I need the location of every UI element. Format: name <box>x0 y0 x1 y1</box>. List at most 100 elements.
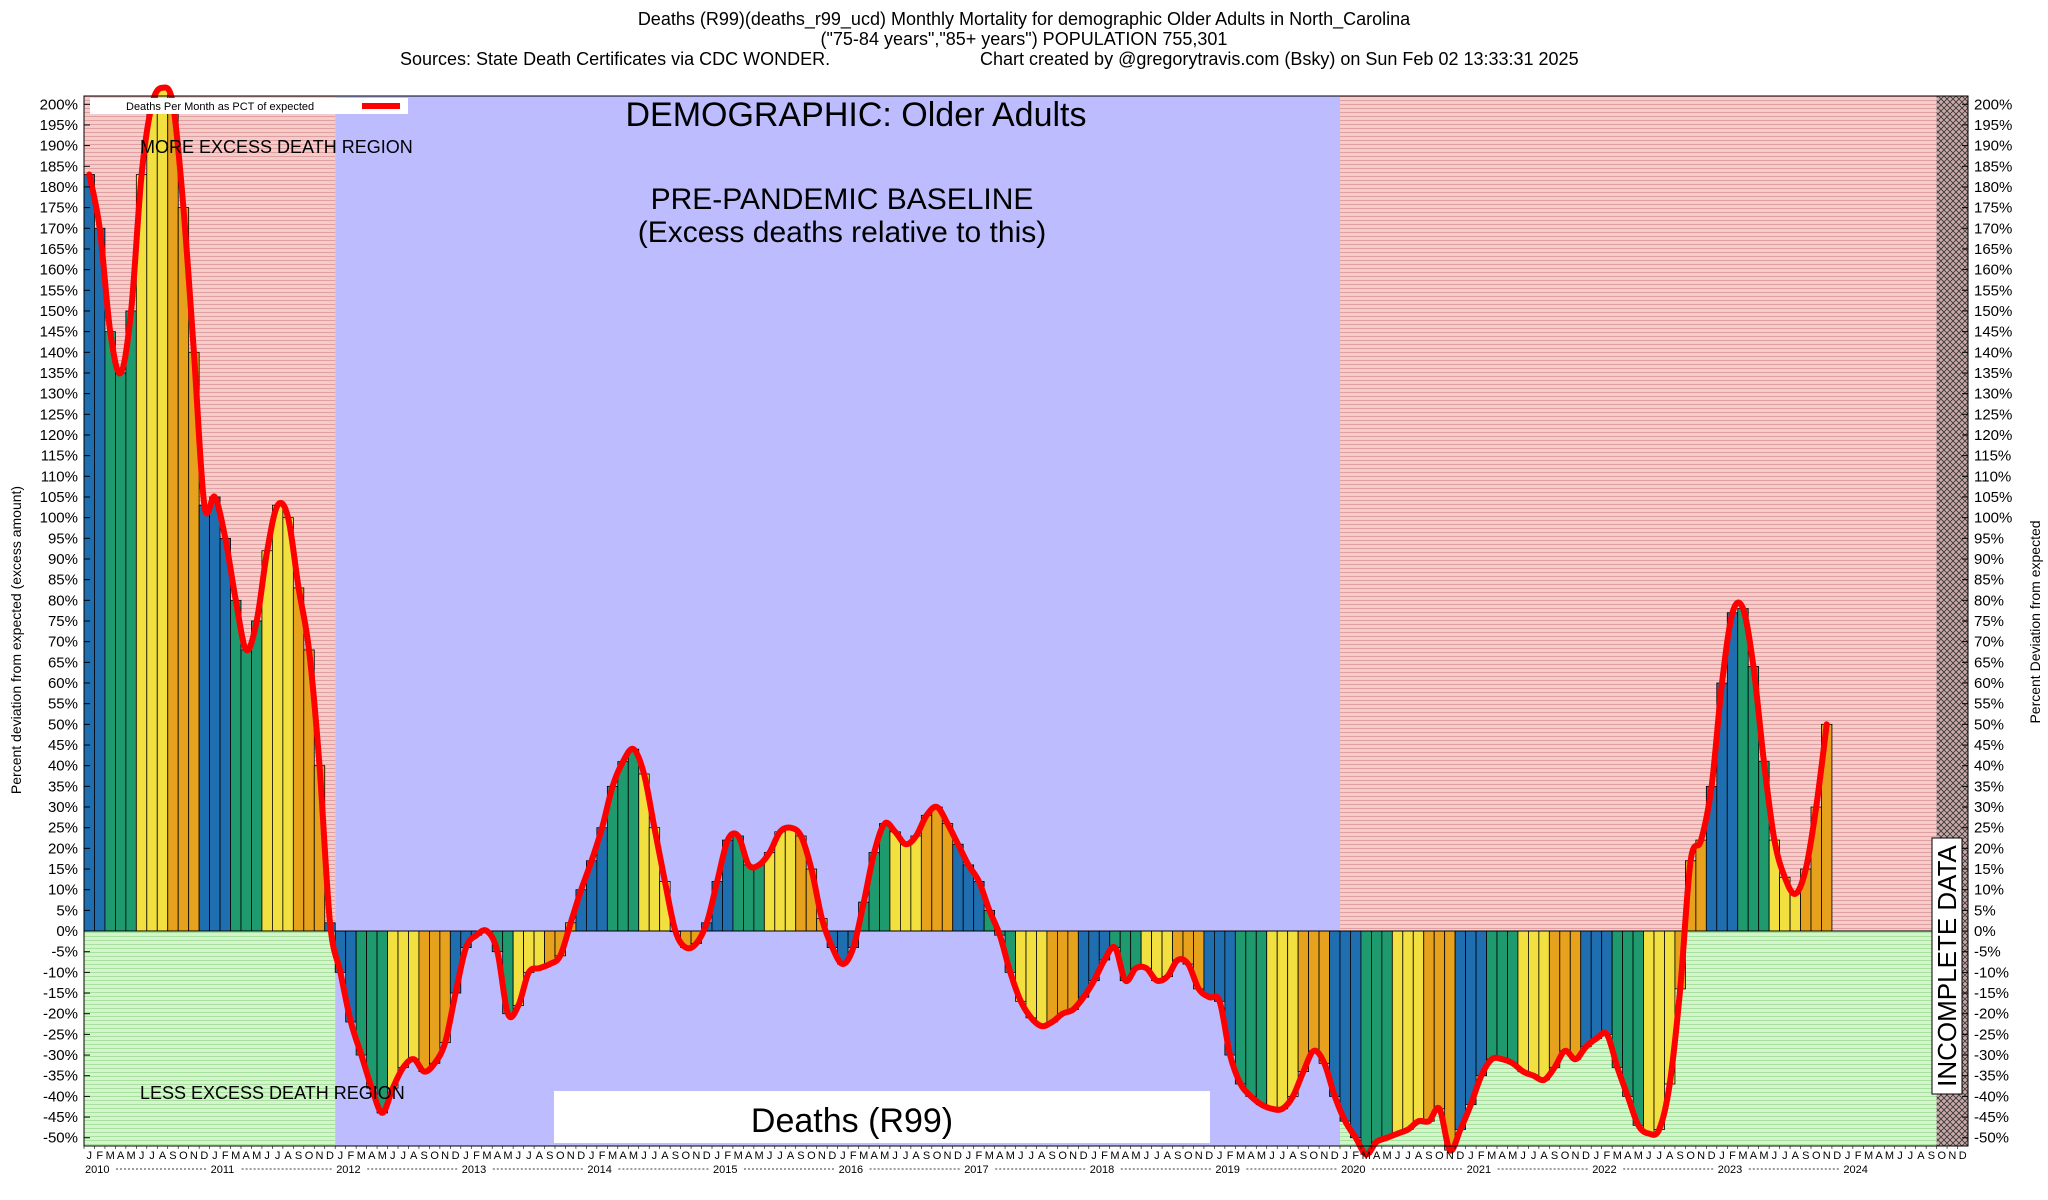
y-tick-label-left: 195% <box>40 117 78 134</box>
y-tick-label-right: 105% <box>1974 489 2012 506</box>
y-tick-label-left: 75% <box>48 613 78 630</box>
y-tick-label-right: 95% <box>1974 530 2004 547</box>
x-month-label: F <box>976 1150 983 1162</box>
x-month-label: M <box>482 1150 491 1162</box>
x-month-label: A <box>1875 1150 1883 1162</box>
x-month-label: D <box>1959 1150 1967 1162</box>
x-month-label: S <box>1551 1150 1558 1162</box>
y-tick-label-right: -45% <box>1974 1109 2009 1126</box>
x-month-label: D <box>452 1150 460 1162</box>
bar-2012-07 <box>397 930 409 1068</box>
cause-label-box <box>554 1091 1210 1143</box>
bar-2019-12 <box>1329 930 1341 1097</box>
x-month-label: M <box>629 1150 638 1162</box>
y-tick-label-left: 10% <box>48 882 78 899</box>
bar-2010-12 <box>198 504 210 932</box>
bar-2018-12 <box>1203 930 1215 998</box>
x-month-label: N <box>944 1150 952 1162</box>
x-month-label: J <box>1897 1150 1903 1162</box>
x-month-label: J <box>1217 1150 1223 1162</box>
x-month-label: S <box>1048 1150 1055 1162</box>
y-tick-label-left: 155% <box>40 282 78 299</box>
x-year-label-2010: 2010 <box>85 1164 109 1176</box>
x-month-label: A <box>1122 1150 1130 1162</box>
y-tick-label-right: 50% <box>1974 716 2004 733</box>
cause-label: Deaths (R99) <box>751 1102 953 1140</box>
x-month-label: J <box>400 1150 406 1162</box>
y-tick-label-left: 180% <box>40 179 78 196</box>
x-month-label: S <box>1300 1150 1307 1162</box>
x-month-label: J <box>840 1150 846 1162</box>
y-tick-label-right: 40% <box>1974 758 2004 775</box>
y-tick-label-left: 175% <box>40 200 78 217</box>
x-month-label: M <box>1864 1150 1873 1162</box>
x-month-label: O <box>179 1150 188 1162</box>
x-month-label: N <box>1697 1150 1705 1162</box>
x-month-label: A <box>284 1150 292 1162</box>
demographic-label: DEMOGRAPHIC: Older Adults <box>625 96 1086 134</box>
y-tick-label-left: 130% <box>40 386 78 403</box>
x-month-label: F <box>1227 1150 1234 1162</box>
x-month-label: D <box>577 1150 585 1162</box>
x-month-label: F <box>1478 1150 1485 1162</box>
x-year-label-2019: 2019 <box>1215 1164 1239 1176</box>
y-tick-label-left: 35% <box>48 778 78 795</box>
bar-2019-08 <box>1287 930 1299 1097</box>
y-tick-label-left: 85% <box>48 572 78 589</box>
y-tick-label-left: 165% <box>40 241 78 258</box>
x-year-label-2020: 2020 <box>1341 1164 1365 1176</box>
bar-2015-08 <box>784 827 797 932</box>
bar-2012-08 <box>408 930 420 1060</box>
y-tick-label-left: -45% <box>43 1109 78 1126</box>
x-month-label: F <box>1352 1150 1359 1162</box>
bar-2017-09 <box>1046 930 1058 1023</box>
x-month-label: J <box>892 1150 898 1162</box>
x-month-label: J <box>1908 1150 1914 1162</box>
bar-2010-07 <box>146 103 158 932</box>
y-tick-label-right: 55% <box>1974 696 2004 713</box>
bar-2013-08 <box>533 930 545 969</box>
y-tick-label-right: 175% <box>1974 200 2012 217</box>
bar-2014-04 <box>617 761 629 932</box>
x-month-label: D <box>1582 1150 1590 1162</box>
x-month-label: M <box>1613 1150 1622 1162</box>
x-month-label: A <box>996 1150 1004 1162</box>
y-tick-label-left: 115% <box>41 448 78 465</box>
y-tick-label-right: 20% <box>1974 840 2004 857</box>
x-month-label: F <box>850 1150 857 1162</box>
y-tick-label-left: 110% <box>41 468 78 485</box>
bar-2020-11 <box>1444 930 1456 1151</box>
y-tick-label-right: 35% <box>1974 778 2004 795</box>
bar-2011-06 <box>261 550 273 932</box>
bar-2020-08 <box>1412 930 1425 1122</box>
bar-2010-06 <box>135 174 148 932</box>
x-month-label: M <box>755 1150 764 1162</box>
x-month-label: J <box>338 1150 344 1162</box>
y-tick-label-left: -40% <box>43 1088 78 1105</box>
x-month-label: N <box>1572 1150 1580 1162</box>
x-month-label: M <box>1131 1150 1140 1162</box>
x-month-label: F <box>473 1150 480 1162</box>
y-tick-label-right: 160% <box>1974 262 2012 279</box>
x-year-label-2014: 2014 <box>587 1164 611 1176</box>
y-tick-label-right: 5% <box>1974 902 1996 919</box>
x-month-label: O <box>1812 1150 1821 1162</box>
bar-2020-09 <box>1423 930 1435 1122</box>
y-tick-label-left: 65% <box>48 654 78 671</box>
y-tick-label-left: -25% <box>43 1026 78 1043</box>
bar-2021-10 <box>1559 930 1571 1052</box>
y-tick-label-right: -35% <box>1974 1068 2009 1085</box>
bar-2010-09 <box>167 103 179 932</box>
trend-line-group <box>86 84 1830 1158</box>
bar-2010-02 <box>94 227 106 932</box>
bar-2016-11 <box>941 823 954 932</box>
x-month-label: J <box>1018 1150 1024 1162</box>
x-month-label: A <box>1247 1150 1255 1162</box>
x-year-label-2018: 2018 <box>1090 1164 1114 1176</box>
bar-2010-04 <box>115 372 127 932</box>
x-month-label: D <box>200 1150 208 1162</box>
x-month-label: J <box>1405 1150 1411 1162</box>
x-month-label: F <box>599 1150 606 1162</box>
bar-2022-11 <box>1695 839 1707 932</box>
y-tick-label-right: 120% <box>1974 427 2012 444</box>
